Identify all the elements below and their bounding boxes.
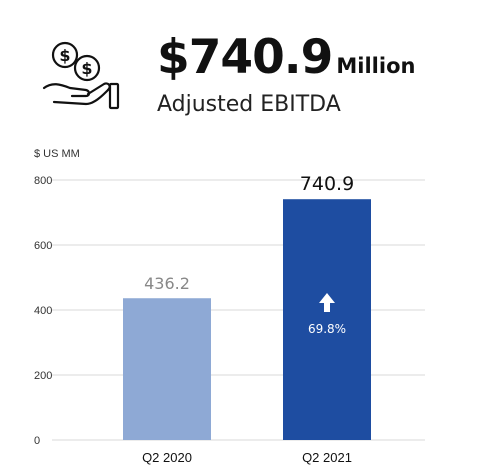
bar-q2-2020 (123, 298, 211, 440)
bar-q2-2021 (283, 199, 371, 440)
money-icon: $ $ (40, 38, 120, 110)
y-tick-label: 600 (34, 240, 52, 252)
y-tick-label: 800 (34, 175, 52, 187)
y-tick-label: 0 (34, 435, 40, 447)
up-arrow-icon (319, 293, 335, 312)
amount-value: $740.9 (157, 30, 333, 85)
bar-chart: $ US MM 0 200 400 600 800 436.2 Q2 2020 740.9 Q2 … (34, 148, 425, 465)
x-category-label: Q2 2021 (302, 450, 352, 465)
x-category-label: Q2 2020 (142, 450, 192, 465)
svg-text:$: $ (81, 59, 92, 78)
bar-value-label: 740.9 (300, 173, 354, 195)
y-tick-label: 200 (34, 370, 52, 382)
metric-title: Adjusted EBITDA (157, 92, 341, 117)
y-axis-label: $ US MM (34, 148, 80, 160)
headline-amount: $740.9 Million (157, 30, 415, 85)
amount-unit: Million (336, 54, 416, 78)
bar-value-label: 436.2 (144, 274, 190, 293)
growth-percent-label: 69.8% (308, 322, 346, 336)
svg-text:$: $ (59, 46, 70, 65)
y-tick-label: 400 (34, 305, 52, 317)
